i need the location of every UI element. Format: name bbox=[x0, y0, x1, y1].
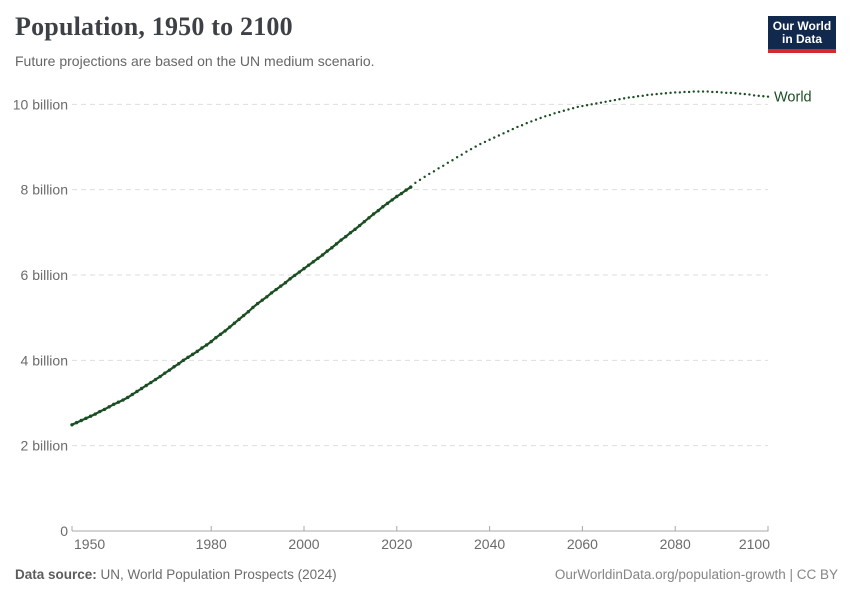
owid-logo-line2: in Data bbox=[781, 32, 822, 46]
world-line-projection bbox=[414, 90, 770, 185]
y-tick-label: 10 billion bbox=[13, 96, 68, 112]
x-tick-label: 2000 bbox=[288, 536, 319, 552]
x-tick-label: 1980 bbox=[196, 536, 227, 552]
y-tick-label: 8 billion bbox=[21, 182, 68, 198]
world-line-historical bbox=[70, 185, 413, 427]
y-tick-label: 0 bbox=[60, 523, 68, 539]
y-tick-label: 2 billion bbox=[21, 438, 68, 454]
credit-link[interactable]: OurWorldinData.org/population-growth | C… bbox=[554, 567, 838, 582]
data-source-text: UN, World Population Prospects (2024) bbox=[96, 567, 337, 582]
y-tick-label: 4 billion bbox=[21, 352, 68, 368]
data-source: Data source: UN, World Population Prospe… bbox=[15, 567, 337, 582]
data-source-label: Data source: bbox=[15, 567, 97, 582]
series-end-label: World bbox=[774, 90, 812, 106]
x-tick-label: 2020 bbox=[381, 536, 412, 552]
x-tick-label: 2100 bbox=[739, 536, 770, 552]
owid-logo-line1: Our World bbox=[772, 19, 832, 33]
chart-subtitle: Future projections are based on the UN m… bbox=[15, 53, 375, 69]
page-title: Population, 1950 to 2100 bbox=[15, 12, 293, 41]
x-tick-label: 2060 bbox=[567, 536, 598, 552]
x-tick-label: 1950 bbox=[74, 536, 105, 552]
y-tick-label: 6 billion bbox=[21, 267, 68, 283]
chart-footer: Data source: UN, World Population Prospe… bbox=[15, 567, 838, 582]
x-tick-label: 2040 bbox=[474, 536, 505, 552]
owid-logo[interactable]: Our World in Data bbox=[768, 16, 836, 53]
x-tick-label: 2080 bbox=[660, 536, 691, 552]
